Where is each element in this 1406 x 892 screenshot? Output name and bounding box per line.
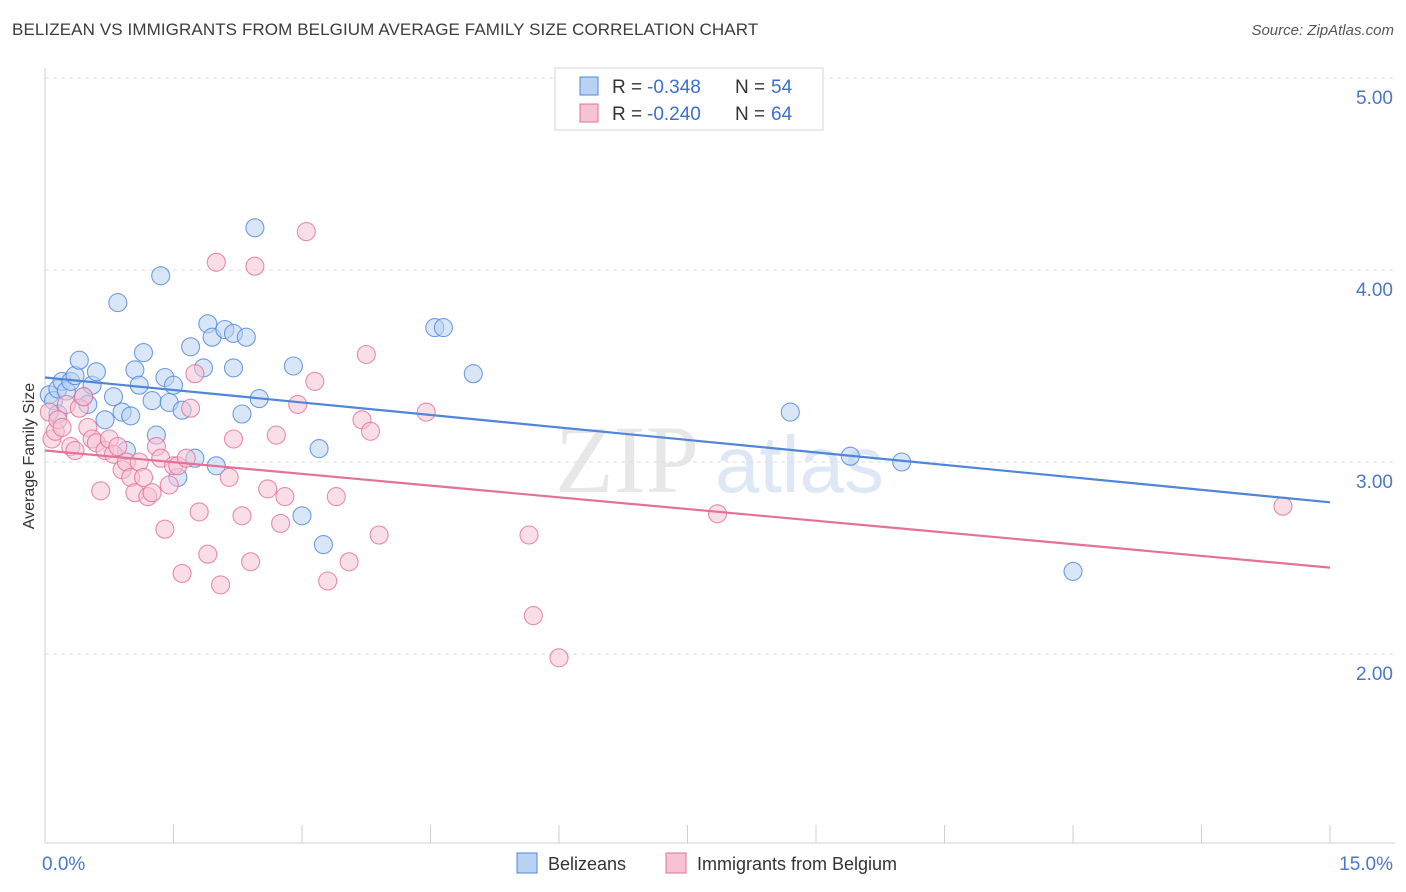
legend-n-value-2: 64 (771, 104, 793, 125)
belgium-point-46 (266, 425, 286, 445)
belgium-trend-line (44, 449, 1331, 569)
belgium-point-49 (288, 394, 308, 414)
belgium-point-60 (519, 525, 539, 545)
watermark-atlas: atlas (715, 420, 884, 509)
belgium-point-29 (159, 475, 179, 495)
belgium-point-63 (707, 504, 728, 524)
series-legend-belizeans: Belizeans (548, 854, 626, 874)
belgium-point-62 (549, 648, 569, 668)
belgium-point-17 (108, 437, 128, 457)
belgium-point-9 (74, 387, 94, 407)
belizeans-point-48 (463, 364, 483, 384)
belizeans-point-16 (108, 293, 128, 313)
trend-lines (44, 376, 1331, 569)
belgium-point-43 (241, 552, 261, 572)
legend-r-label-1: R = (612, 77, 642, 98)
belizeans-point-21 (142, 391, 162, 411)
legend-n-label-1: N = (735, 77, 765, 98)
belizeans-point-52 (1063, 561, 1083, 581)
series-legend-belgium: Immigrants from Belgium (697, 854, 897, 874)
belizeans-point-47 (433, 318, 453, 338)
y-tick-label-1: 3.00 (1356, 472, 1393, 493)
belgium-point-32 (172, 563, 192, 583)
belgium-point-50 (296, 222, 316, 242)
legend-r-label-2: R = (612, 104, 642, 125)
belgium-point-36 (189, 502, 209, 522)
belizeans-point-29 (181, 337, 201, 357)
chart-title: BELIZEAN VS IMMIGRANTS FROM BELGIUM AVER… (12, 20, 759, 39)
belgium-point-51 (305, 371, 325, 391)
belgium-point-4 (52, 417, 72, 437)
y-axis-label: Average Family Size (21, 383, 38, 530)
belizeans-point-36 (223, 358, 244, 378)
belgium-point-39 (211, 575, 231, 595)
belizeans-point-20 (133, 343, 154, 363)
belgium-point-35 (185, 364, 205, 384)
belgium-point-61 (523, 606, 543, 626)
belizeans-point-15 (121, 406, 141, 426)
axes (44, 68, 1395, 844)
source-label: Source: ZipAtlas.com (1251, 22, 1394, 39)
belgium-point-52 (318, 571, 338, 591)
belgium-point-44 (245, 256, 265, 276)
belgium-points (39, 222, 1293, 668)
belgium-point-13 (91, 481, 111, 501)
belgium-point-25 (142, 483, 162, 503)
belgium-point-23 (133, 467, 154, 487)
legend-r-value-2: -0.240 (647, 104, 701, 125)
legend-swatch-pink (579, 103, 599, 123)
legend-n-value-1: 54 (771, 77, 793, 98)
belgium-point-54 (339, 552, 359, 572)
legend-swatch-blue (579, 76, 599, 96)
belizeans-point-13 (103, 387, 124, 407)
belizeans-trend-line (44, 376, 1331, 504)
belizeans-point-42 (283, 356, 303, 376)
belgium-point-64 (1273, 496, 1293, 516)
belgium-point-59 (416, 402, 436, 422)
y-tick-label-2: 4.00 (1356, 280, 1393, 301)
belizeans-point-12 (95, 410, 115, 430)
watermark: ZIP atlas (555, 406, 884, 513)
belgium-point-41 (223, 429, 244, 449)
legend-box (554, 67, 824, 131)
belizeans-point-7 (69, 350, 89, 370)
belgium-point-38 (206, 252, 226, 272)
belizeans-point-40 (245, 218, 265, 238)
belizeans-point-43 (292, 506, 312, 526)
series-legend: Belizeans Immigrants from Belgium (516, 852, 897, 874)
belizeans-points (39, 218, 1083, 581)
y-tick-label-3: 5.00 (1356, 88, 1393, 109)
x-tick-label-1: 15.0% (1339, 854, 1393, 875)
belgium-point-37 (198, 544, 218, 564)
belizeans-point-39 (236, 327, 256, 347)
belizeans-point-11 (86, 362, 106, 382)
belgium-point-7 (65, 440, 85, 461)
belgium-point-48 (275, 487, 295, 507)
belizeans-point-45 (313, 535, 333, 555)
legend-n-label-2: N = (735, 104, 765, 125)
x-tick-label-0: 0.0% (42, 854, 85, 875)
series-legend-swatch-blue (516, 852, 538, 874)
belizeans-point-49 (780, 402, 800, 422)
belizeans-point-44 (309, 439, 329, 459)
belgium-point-53 (326, 487, 346, 507)
belgium-point-57 (360, 421, 381, 441)
series-legend-swatch-pink (665, 852, 687, 874)
belgium-point-47 (271, 513, 291, 533)
belgium-point-28 (155, 519, 175, 539)
belgium-point-42 (232, 506, 252, 526)
belgium-point-45 (258, 479, 278, 499)
y-tick-label-0: 2.00 (1356, 664, 1393, 685)
legend-r-value-1: -0.348 (647, 77, 701, 98)
belgium-point-56 (356, 344, 376, 365)
correlation-legend: R = -0.348 N = 54 R = -0.240 N = 64 (554, 67, 824, 131)
belizeans-point-23 (151, 266, 171, 286)
tick-labels: 2.00 3.00 4.00 5.00 0.0% 15.0% (42, 88, 1393, 875)
belgium-point-40 (219, 467, 239, 487)
watermark-zip: ZIP (555, 406, 699, 513)
belgium-point-58 (369, 525, 389, 545)
belizeans-point-38 (232, 404, 252, 424)
belgium-point-34 (181, 398, 201, 418)
